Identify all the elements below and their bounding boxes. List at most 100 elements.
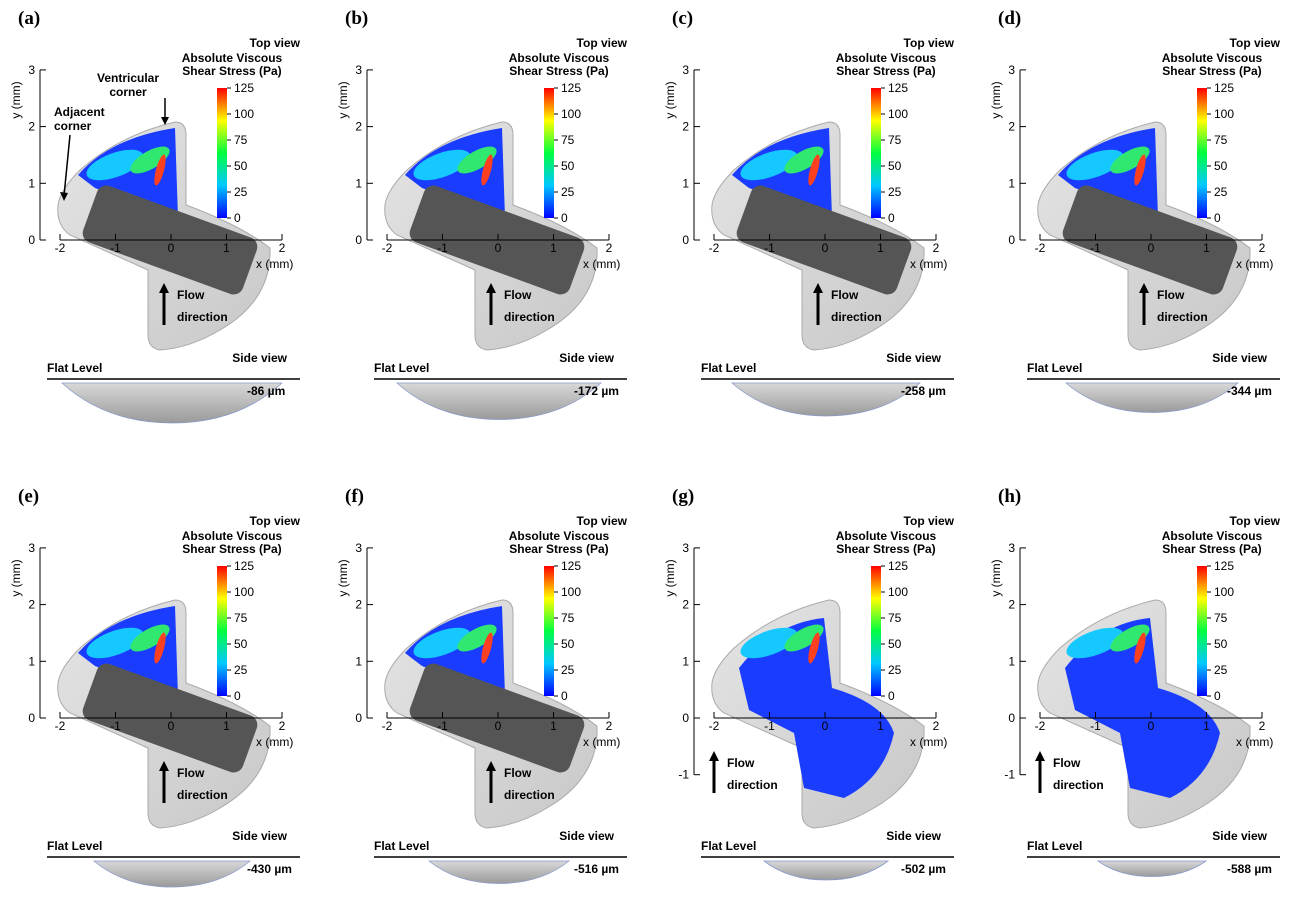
top-view-label: Top view — [904, 36, 955, 50]
x-axis-label: x (mm) — [910, 257, 947, 271]
side-profile — [397, 383, 601, 420]
x-tick-label: -1 — [1090, 719, 1101, 733]
flat-level-label: Flat Level — [1027, 361, 1082, 375]
top-view-label: Top view — [904, 514, 955, 528]
colorbar — [1197, 88, 1207, 218]
flow-label: Flow — [727, 756, 755, 770]
x-tick-label: -1 — [110, 719, 121, 733]
depth-label: -86 µm — [247, 384, 285, 398]
flow-label: Flow — [504, 288, 532, 302]
y-tick-label: 2 — [28, 598, 35, 612]
x-axis-label: x (mm) — [583, 257, 620, 271]
colorbar-tick-label: 125 — [1214, 81, 1234, 95]
colorbar-tick-label: 50 — [234, 637, 248, 651]
colorbar-tick-label: 125 — [561, 81, 581, 95]
x-tick-label: -1 — [764, 241, 775, 255]
x-tick-label: 1 — [877, 241, 884, 255]
colorbar-tick-label: 125 — [234, 559, 254, 573]
x-tick-label: 2 — [1259, 241, 1266, 255]
panel-label: (g) — [672, 486, 694, 507]
colorbar-tick-label: 100 — [1214, 107, 1234, 121]
colorbar-tick-label: 50 — [561, 159, 575, 173]
depth-label: -172 µm — [574, 384, 619, 398]
depth-label: -430 µm — [247, 862, 292, 876]
colorbar-tick-label: 100 — [561, 107, 581, 121]
y-tick-label: 1 — [682, 654, 689, 668]
x-tick-label: 0 — [1148, 719, 1155, 733]
side-profile — [1098, 861, 1206, 877]
flow-label: direction — [831, 310, 882, 324]
x-tick-label: -2 — [55, 241, 66, 255]
colorbar-tick-label: 0 — [561, 211, 568, 225]
colorbar-tick-label: 50 — [234, 159, 248, 173]
x-tick-label: 1 — [550, 241, 557, 255]
colorbar-tick-label: 100 — [1214, 585, 1234, 599]
depth-label: -258 µm — [901, 384, 946, 398]
x-tick-label: -2 — [1035, 241, 1046, 255]
x-tick-label: 0 — [495, 719, 502, 733]
colorbar-title: Absolute Viscous — [182, 529, 283, 543]
top-view-label: Top view — [577, 36, 628, 50]
annotation: corner — [54, 119, 92, 133]
colorbar-tick-label: 0 — [234, 689, 241, 703]
colorbar-title: Shear Stress (Pa) — [182, 542, 281, 556]
x-axis-label: x (mm) — [1236, 257, 1273, 271]
flow-label: Flow — [831, 288, 859, 302]
colorbar-title: Shear Stress (Pa) — [509, 64, 608, 78]
annotation: Adjacent — [54, 105, 105, 119]
y-tick-label: 0 — [355, 233, 362, 247]
colorbar-title: Shear Stress (Pa) — [509, 542, 608, 556]
y-tick-label: 1 — [1008, 176, 1015, 190]
flow-label: Flow — [177, 766, 205, 780]
colorbar-title: Shear Stress (Pa) — [836, 542, 935, 556]
flat-level-label: Flat Level — [47, 839, 102, 853]
y-tick-label: 3 — [682, 541, 689, 555]
flat-level-label: Flat Level — [374, 839, 429, 853]
colorbar-tick-label: 75 — [888, 133, 902, 147]
colorbar-tick-label: 25 — [1214, 185, 1228, 199]
x-tick-label: 2 — [279, 241, 286, 255]
colorbar-tick-label: 25 — [561, 185, 575, 199]
colorbar — [544, 566, 554, 696]
y-tick-label: 2 — [28, 120, 35, 134]
y-axis-label: y (mm) — [663, 81, 677, 118]
panel-label: (h) — [998, 486, 1021, 507]
colorbar-tick-label: 125 — [888, 559, 908, 573]
depth-label: -588 µm — [1227, 862, 1272, 876]
colorbar-tick-label: 0 — [1214, 211, 1221, 225]
side-view-label: Side view — [559, 351, 614, 365]
side-profile — [429, 861, 569, 884]
x-tick-label: -2 — [382, 719, 393, 733]
annotation: Ventricular — [97, 71, 159, 85]
panel-label: (b) — [345, 8, 368, 29]
x-axis-label: x (mm) — [256, 735, 293, 749]
flow-label: Flow — [1053, 756, 1081, 770]
y-tick-label: 0 — [28, 711, 35, 725]
colorbar-tick-label: 25 — [888, 663, 902, 677]
x-tick-label: 0 — [495, 241, 502, 255]
y-tick-label: 3 — [355, 541, 362, 555]
flow-label: direction — [727, 778, 778, 792]
panel: (a)Top viewAbsolute ViscousShear Stress … — [9, 8, 301, 423]
y-tick-label: 2 — [355, 598, 362, 612]
x-axis-label: x (mm) — [1236, 735, 1273, 749]
flat-level-label: Flat Level — [1027, 839, 1082, 853]
figure: (a)Top viewAbsolute ViscousShear Stress … — [0, 0, 1315, 901]
y-tick-label: 1 — [682, 176, 689, 190]
colorbar-title: Absolute Viscous — [836, 51, 937, 65]
flat-level-label: Flat Level — [374, 361, 429, 375]
panel-label: (e) — [18, 486, 39, 507]
colorbar-title: Shear Stress (Pa) — [1162, 64, 1261, 78]
y-tick-label: -1 — [1004, 768, 1015, 782]
colorbar-title: Absolute Viscous — [1162, 529, 1263, 543]
colorbar-tick-label: 50 — [1214, 637, 1228, 651]
x-tick-label: 0 — [822, 719, 829, 733]
y-tick-label: 0 — [1008, 233, 1015, 247]
y-axis-label: y (mm) — [336, 81, 350, 118]
y-tick-label: 3 — [28, 63, 35, 77]
colorbar-tick-label: 75 — [888, 611, 902, 625]
